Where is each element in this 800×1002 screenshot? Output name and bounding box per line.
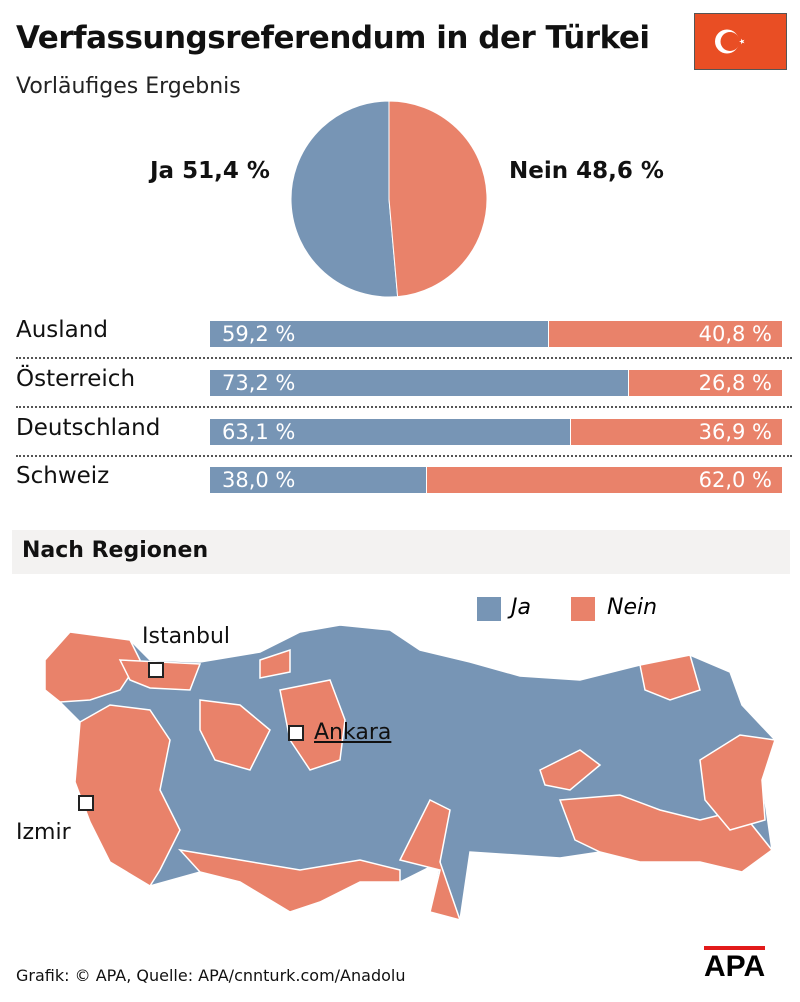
row-divider: [16, 406, 792, 408]
bar-segment-ja: 63,1 %: [210, 419, 571, 445]
city-label-izmir: Izmir: [16, 820, 71, 845]
istanbul-marker: [148, 662, 164, 678]
page-title: Verfassungsreferendum in der Türkei: [16, 20, 650, 56]
turkey-flag-icon: [694, 13, 787, 70]
bar-category-label: Österreich: [16, 366, 136, 392]
city-label-istanbul: Istanbul: [142, 624, 231, 649]
pie-label-ja: Ja 51,4 %: [150, 158, 270, 184]
stacked-bar: 59,2 % 40,8 %: [210, 321, 782, 347]
row-divider: [16, 357, 792, 359]
apa-logo: APA: [704, 946, 766, 984]
stacked-bar: 63,1 % 36,9 %: [210, 419, 782, 445]
bar-segment-nein: 36,9 %: [570, 419, 782, 445]
legend-label-ja: Ja: [511, 595, 531, 620]
source-footer: Grafik: © APA, Quelle: APA/cnnturk.com/A…: [16, 966, 406, 985]
stacked-bar: 73,2 % 26,8 %: [210, 370, 782, 396]
bar-category-label: Deutschland: [16, 415, 161, 441]
bar-segment-ja: 59,2 %: [210, 321, 549, 347]
regions-heading-bar: Nach Regionen: [12, 530, 790, 574]
ankara-marker: [288, 725, 304, 741]
bar-segment-nein: 40,8 %: [548, 321, 782, 347]
regions-heading: Nach Regionen: [22, 538, 209, 563]
legend-label-nein: Nein: [607, 595, 658, 620]
city-label-ankara: Ankara: [314, 720, 392, 745]
pie-slice-nein: [388, 100, 488, 298]
legend-swatch-ja: [477, 597, 501, 621]
map-regions-nein: [44, 631, 776, 922]
bar-category-label: Ausland: [16, 317, 108, 343]
izmir-marker: [78, 795, 94, 811]
pie-chart: [290, 100, 488, 298]
bar-category-label: Schweiz: [16, 463, 110, 489]
pie-slice-ja: [290, 100, 399, 298]
legend-swatch-nein: [571, 597, 595, 621]
pie-label-nein: Nein 48,6 %: [509, 158, 664, 184]
bar-segment-nein: 26,8 %: [628, 370, 782, 396]
bar-segment-ja: 38,0 %: [210, 467, 428, 493]
row-divider: [16, 455, 792, 457]
bar-segment-ja: 73,2 %: [210, 370, 629, 396]
stacked-bar: 38,0 % 62,0 %: [210, 467, 782, 493]
bar-segment-nein: 62,0 %: [427, 467, 782, 493]
subtitle: Vorläufiges Ergebnis: [16, 74, 241, 99]
